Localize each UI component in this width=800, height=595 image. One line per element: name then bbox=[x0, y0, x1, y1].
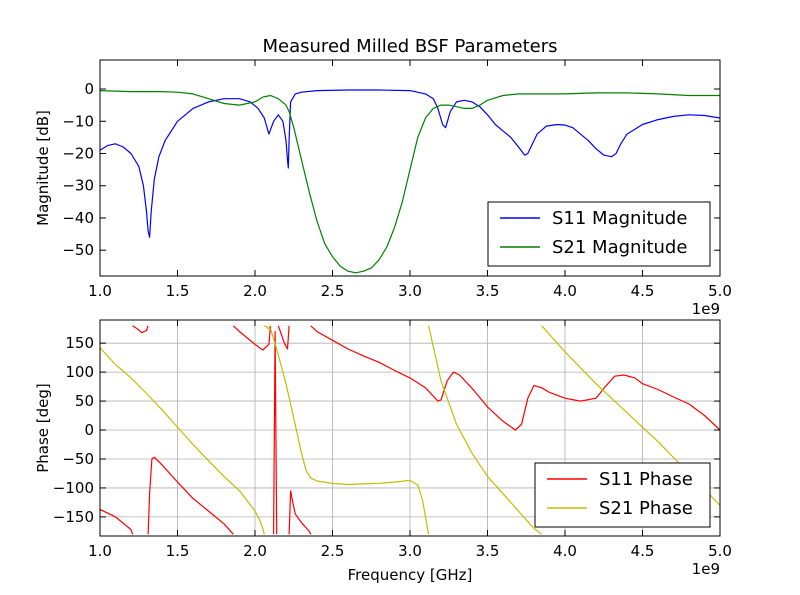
x-offset-label: 1e9 bbox=[692, 560, 720, 578]
x-tick-label: 2.0 bbox=[243, 542, 267, 560]
s21-phase-line bbox=[264, 325, 271, 330]
y-tick-label: 0 bbox=[84, 80, 94, 98]
x-tick-label: 1.5 bbox=[166, 282, 190, 300]
x-tick-label: 3.5 bbox=[476, 542, 500, 560]
phase-panel: 1.0 1.5 2.0 2.5 3.0 3.5 4.0 4.5 5.0 150 100 50 0 −50 −… bbox=[34, 319, 732, 584]
y-tick-label: 100 bbox=[65, 363, 94, 381]
chart-title: Measured Milled BSF Parameters bbox=[263, 36, 558, 57]
x-tick-label: 4.5 bbox=[631, 282, 655, 300]
legend-box bbox=[534, 462, 711, 528]
x-tick-label: 4.5 bbox=[631, 542, 655, 560]
s11-phase-line bbox=[288, 490, 312, 535]
s11-phase-line bbox=[273, 331, 278, 535]
x-tick-label: 3.0 bbox=[398, 282, 422, 300]
s11-phase-line bbox=[147, 456, 234, 535]
legend-label: S11 Phase bbox=[599, 469, 693, 490]
s11-phase-line bbox=[132, 325, 149, 334]
x-tick-label: 4.0 bbox=[553, 282, 577, 300]
y-tick-label: 150 bbox=[65, 334, 94, 352]
y-tick-label: −40 bbox=[62, 209, 94, 227]
y-tick-label: −50 bbox=[62, 241, 94, 259]
s11-phase-line bbox=[310, 325, 720, 431]
x-tick-label: 2.0 bbox=[243, 282, 267, 300]
s11-phase-line bbox=[277, 325, 290, 350]
y-tick-label: −20 bbox=[62, 144, 94, 162]
legend-label: S11 Magnitude bbox=[552, 208, 687, 229]
legend-box bbox=[487, 201, 711, 267]
y-tick-label: −100 bbox=[53, 479, 94, 497]
y-tick-label: −50 bbox=[62, 450, 94, 468]
s21-phase-line bbox=[269, 328, 430, 535]
s21-phase-line bbox=[100, 347, 265, 535]
y-tick-label: −150 bbox=[53, 508, 94, 526]
y-tick-label: −10 bbox=[62, 112, 94, 130]
s21-magnitude-line bbox=[100, 90, 720, 274]
x-tick-label: 4.0 bbox=[553, 542, 577, 560]
s11-magnitude-line bbox=[100, 89, 720, 238]
legend: S11 Phase S21 Phase bbox=[534, 462, 711, 528]
y-tick-label: −30 bbox=[62, 177, 94, 195]
magnitude-panel: 1.0 1.5 2.0 2.5 3.0 3.5 4.0 4.5 5.0 0 −10 −20 −30 −40… bbox=[34, 36, 732, 318]
s11-phase-line bbox=[100, 508, 134, 535]
legend-label: S21 Phase bbox=[599, 498, 693, 519]
s21-phase-line bbox=[428, 325, 543, 535]
x-tick-label: 5.0 bbox=[708, 282, 732, 300]
y-axis-label: Phase [deg] bbox=[34, 383, 52, 473]
x-tick-label: 3.5 bbox=[476, 282, 500, 300]
x-tick-label: 5.0 bbox=[708, 542, 732, 560]
x-tick-label: 2.5 bbox=[321, 282, 345, 300]
series-group bbox=[100, 89, 720, 274]
legend-label: S21 Magnitude bbox=[552, 237, 687, 258]
s11-phase-line bbox=[232, 325, 272, 351]
x-tick-label: 1.5 bbox=[166, 542, 190, 560]
x-tick-label: 2.5 bbox=[321, 542, 345, 560]
x-tick-label: 3.0 bbox=[398, 542, 422, 560]
legend: S11 Magnitude S21 Magnitude bbox=[487, 201, 711, 267]
x-tick-label: 1.0 bbox=[88, 542, 112, 560]
y-tick-label: 50 bbox=[75, 392, 94, 410]
x-offset-label: 1e9 bbox=[692, 300, 720, 318]
y-axis-label: Magnitude [dB] bbox=[34, 110, 52, 226]
y-tick-label: 0 bbox=[84, 421, 94, 439]
x-axis-label: Frequency [GHz] bbox=[348, 566, 473, 584]
x-tick-label: 1.0 bbox=[88, 282, 112, 300]
